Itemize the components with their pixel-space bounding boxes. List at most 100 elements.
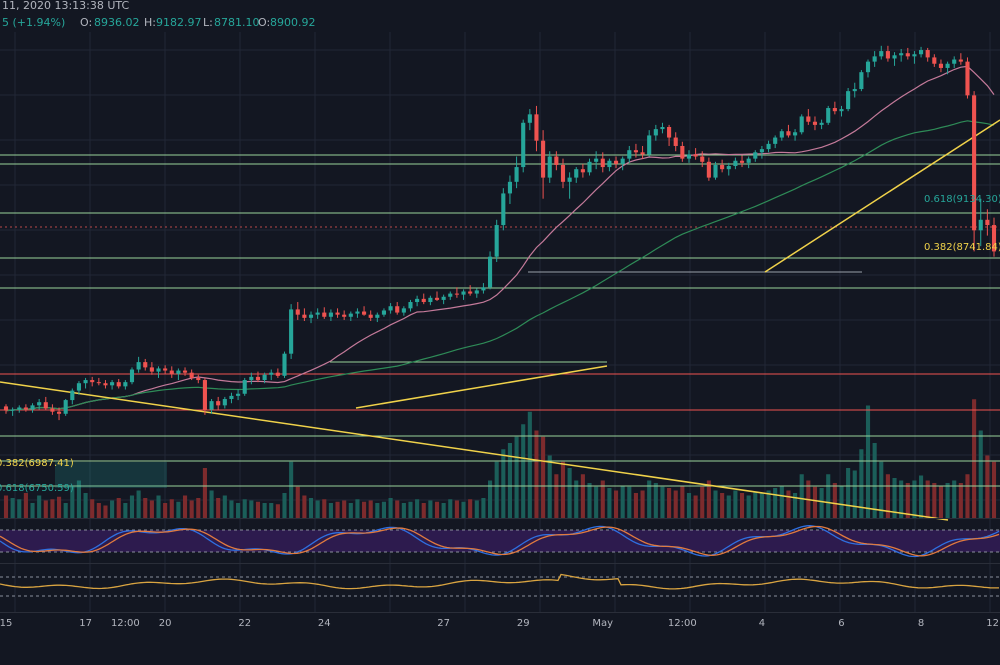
candle[interactable] (653, 124, 658, 141)
candle[interactable] (249, 372, 254, 385)
candle[interactable] (766, 140, 771, 153)
candle[interactable] (76, 381, 81, 395)
candle[interactable] (302, 308, 307, 321)
candle[interactable] (560, 158, 566, 189)
candle[interactable] (932, 54, 937, 67)
candle[interactable] (23, 404, 28, 412)
candle[interactable] (726, 162, 731, 176)
candle[interactable] (574, 167, 579, 183)
candle[interactable] (514, 156, 519, 189)
candle[interactable] (640, 145, 645, 159)
candle[interactable] (110, 380, 115, 390)
candle[interactable] (494, 219, 499, 262)
candle[interactable] (229, 392, 234, 404)
candle[interactable] (169, 366, 174, 378)
candle[interactable] (667, 124, 672, 146)
candle[interactable] (222, 396, 227, 409)
candle[interactable] (116, 378, 121, 389)
candle[interactable] (322, 307, 327, 319)
candle[interactable] (786, 124, 791, 138)
candle[interactable] (342, 310, 347, 320)
candle[interactable] (216, 396, 221, 410)
candle[interactable] (362, 306, 367, 316)
candle[interactable] (627, 145, 632, 163)
candle[interactable] (328, 309, 333, 321)
candle[interactable] (554, 151, 559, 171)
candle[interactable] (50, 404, 55, 415)
candle[interactable] (461, 289, 466, 300)
candle[interactable] (3, 404, 9, 414)
candle[interactable] (567, 172, 572, 199)
candle[interactable] (315, 308, 320, 319)
candle[interactable] (713, 161, 718, 180)
candle[interactable] (753, 150, 758, 162)
candle[interactable] (209, 399, 214, 414)
candle[interactable] (680, 141, 685, 162)
candle[interactable] (83, 377, 88, 389)
candle[interactable] (143, 358, 148, 371)
candle[interactable] (693, 148, 698, 160)
candle[interactable] (262, 372, 267, 384)
candle[interactable] (282, 351, 287, 378)
candle[interactable] (945, 61, 950, 75)
candle[interactable] (620, 156, 625, 171)
candle[interactable] (879, 45, 884, 60)
candle[interactable] (156, 366, 161, 378)
candle[interactable] (925, 47, 930, 62)
candle[interactable] (600, 152, 605, 173)
candle[interactable] (236, 389, 241, 401)
candle[interactable] (481, 283, 486, 294)
candle[interactable] (501, 188, 506, 231)
candle[interactable] (428, 295, 433, 306)
candle[interactable] (700, 151, 705, 168)
candle[interactable] (448, 291, 453, 300)
candle[interactable] (255, 371, 261, 383)
candle[interactable] (759, 145, 764, 159)
candle[interactable] (63, 399, 68, 416)
candle[interactable] (541, 130, 546, 199)
candle[interactable] (421, 293, 426, 305)
candle[interactable] (176, 368, 181, 381)
candle[interactable] (149, 362, 154, 375)
candle[interactable] (673, 132, 678, 152)
candle[interactable] (819, 119, 824, 130)
candle[interactable] (746, 156, 751, 169)
candle[interactable] (395, 302, 400, 315)
candle[interactable] (295, 302, 300, 320)
candle[interactable] (846, 87, 851, 112)
candle[interactable] (381, 308, 387, 317)
candle[interactable] (355, 308, 360, 318)
candle[interactable] (892, 52, 897, 66)
candle[interactable] (348, 311, 353, 321)
candle[interactable] (905, 47, 910, 60)
candle[interactable] (269, 369, 274, 381)
candle[interactable] (859, 70, 864, 92)
candle[interactable] (919, 46, 924, 58)
candle[interactable] (972, 91, 977, 252)
candle[interactable] (587, 158, 592, 176)
candle[interactable] (335, 308, 340, 318)
candle[interactable] (594, 151, 599, 170)
rsi-panel[interactable] (0, 563, 1000, 597)
candle[interactable] (633, 143, 638, 158)
candles[interactable] (3, 45, 997, 421)
candle[interactable] (468, 285, 473, 296)
candle[interactable] (37, 399, 42, 410)
candle[interactable] (56, 407, 62, 421)
candle[interactable] (129, 367, 135, 385)
candle[interactable] (607, 158, 612, 172)
candle[interactable] (739, 155, 745, 168)
candle[interactable] (938, 59, 944, 73)
candle[interactable] (103, 380, 108, 389)
candle[interactable] (647, 130, 652, 157)
candle[interactable] (899, 48, 904, 62)
candle[interactable] (865, 59, 871, 78)
candle[interactable] (686, 150, 692, 163)
candle[interactable] (660, 122, 665, 134)
candle[interactable] (401, 306, 406, 316)
candle[interactable] (832, 101, 837, 115)
candle[interactable] (136, 356, 141, 373)
candle[interactable] (733, 157, 738, 170)
candle[interactable] (408, 299, 413, 312)
